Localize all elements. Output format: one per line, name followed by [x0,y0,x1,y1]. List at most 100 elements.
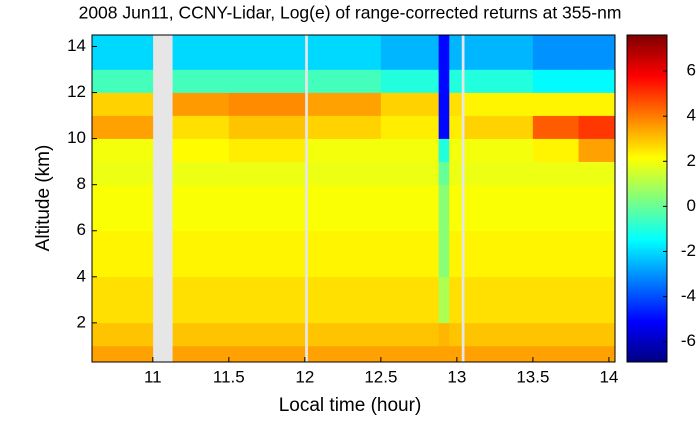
heatmap-cell [532,276,579,324]
colorbar-slice [627,98,667,101]
colorbar-slice [627,272,667,275]
heatmap-cell [449,276,462,324]
colorbar-slice [627,157,667,161]
colorbar-slice [627,57,667,61]
colorbar-slice [627,143,667,146]
colorbar-slice [627,257,667,261]
heatmap-cell [449,35,462,70]
colorbar-slice [627,276,667,279]
colorbar-slice [627,51,667,54]
heatmap-cell [228,322,306,347]
heatmap-cell [449,322,462,347]
heatmap-cell [307,92,382,116]
heatmap-cell [172,161,230,185]
heatmap-cell [438,184,450,232]
heatmap-cell [438,322,450,347]
heatmap-cell [380,69,439,93]
heatmap-cell [532,161,579,185]
colorbar-slice [627,45,667,48]
colorbar-tick-label: 2 [687,151,696,170]
heatmap-cell [464,115,534,139]
colorbar-slice [627,245,667,249]
colorbar-slice [627,69,667,73]
colorbar-slice [627,73,667,77]
colorbar-slice [627,90,667,93]
y-tick-label: 12 [67,82,86,101]
heatmap-cell [464,184,534,232]
colorbar-slice [627,255,667,259]
colorbar-slice [627,343,667,347]
colorbar-slice [627,280,667,283]
colorbar-slice [627,302,667,306]
heatmap-cell [172,138,230,162]
colorbar-slice [627,284,667,287]
colorbar-slice [627,319,667,322]
heatmap-cell [172,115,230,139]
chart-title: 2008 Jun11, CCNY-Lidar, Log(e) of range-… [79,3,622,23]
colorbar-tick-label: 4 [687,106,696,125]
heatmap-cell [380,276,439,324]
heatmap-cell [449,138,462,162]
colorbar-slice [627,321,667,324]
colorbar-slice [627,155,667,159]
heatmap-cell [438,115,450,139]
colorbar-slice [627,84,667,87]
colorbar-slice [627,267,667,271]
colorbar-slice [627,339,667,343]
colorbar-slice [627,79,667,83]
heatmap-cell [172,345,230,363]
colorbar-slice [627,116,667,120]
colorbar-slice [627,129,667,132]
heatmap-cell [172,35,230,70]
colorbar-slice [627,310,667,314]
colorbar-slice [627,231,667,234]
heatmap-cell [438,138,450,162]
colorbar-slice [627,151,667,155]
heatmap-cell [380,138,439,162]
heatmap-cell [578,276,616,324]
colorbar-slice [627,333,667,336]
colorbar-slice [627,171,667,175]
colorbar-slice [627,259,667,263]
colorbar-slice [627,206,667,210]
y-tick-label: 4 [77,266,86,285]
colorbar-slice [627,59,667,63]
colorbar-slice [627,100,667,103]
colorbar-slice [627,218,667,222]
colorbar-slice [627,104,667,108]
colorbar-slice [627,118,667,122]
x-tick-label: 13 [447,367,466,386]
colorbar-slice [627,290,667,294]
colorbar-slice [627,314,667,318]
colorbar-tick-label: -6 [681,331,696,350]
heatmap-cell [380,345,439,363]
colorbar-slice [627,263,667,267]
heatmap-cell [172,230,230,278]
colorbar-slice [627,131,667,134]
colorbar-slice [627,188,667,191]
colorbar-slice [627,341,667,345]
colorbar-slice [627,120,667,124]
heatmap-cell [464,230,534,278]
colorbar-slice [627,337,667,341]
heatmap-cell [228,230,306,278]
heatmap-cell [228,115,306,139]
colorbar-slice [627,94,667,97]
x-tick-label: 12.5 [364,367,397,386]
heatmap-cell [464,345,534,363]
colorbar-slice [627,355,667,359]
colorbar-slice [627,225,667,228]
colorbar-slice [627,39,667,42]
heatmap-cell [228,345,306,363]
colorbar-slice [627,243,667,247]
colorbar-slice [627,300,667,304]
colorbar-slice [627,265,667,269]
colorbar-slice [627,216,667,220]
heatmap-cell [380,161,439,185]
colorbar-slice [627,298,667,302]
heatmap-cell [172,69,230,93]
heatmap-cell [578,322,616,347]
colorbar-slice [627,96,667,99]
colorbar-slice [627,35,667,38]
colorbar-slice [627,223,667,226]
